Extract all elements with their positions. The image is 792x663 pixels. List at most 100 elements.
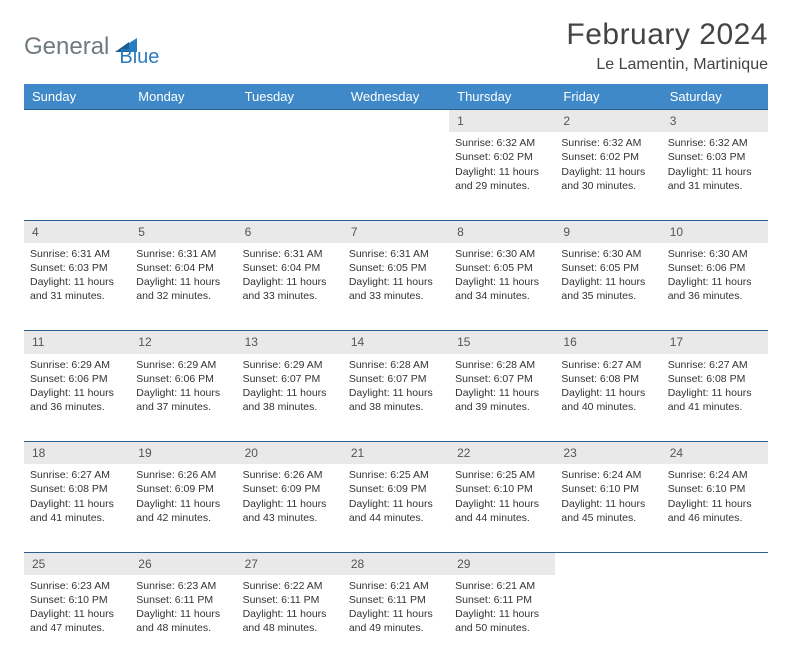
day-day2-text: and 30 minutes. — [561, 179, 655, 193]
day-sunset-text: Sunset: 6:08 PM — [668, 372, 762, 386]
day-sunrise-text: Sunrise: 6:29 AM — [136, 358, 230, 372]
day-number-cell: 2 — [555, 110, 661, 133]
day-content-row: Sunrise: 6:23 AMSunset: 6:10 PMDaylight:… — [24, 575, 768, 663]
day-day1-text: Daylight: 11 hours — [243, 386, 337, 400]
day-sunset-text: Sunset: 6:03 PM — [668, 150, 762, 164]
day-day2-text: and 41 minutes. — [668, 400, 762, 414]
day-content-row: Sunrise: 6:31 AMSunset: 6:03 PMDaylight:… — [24, 243, 768, 331]
day-sunrise-text: Sunrise: 6:23 AM — [136, 579, 230, 593]
day-day2-text: and 31 minutes. — [668, 179, 762, 193]
weekday-header: Saturday — [662, 84, 768, 110]
day-sunset-text: Sunset: 6:04 PM — [243, 261, 337, 275]
day-sunset-text: Sunset: 6:10 PM — [30, 593, 124, 607]
day-sunset-text: Sunset: 6:10 PM — [561, 482, 655, 496]
day-number-cell: 12 — [130, 331, 236, 354]
day-sunset-text: Sunset: 6:06 PM — [668, 261, 762, 275]
day-day2-text: and 38 minutes. — [349, 400, 443, 414]
day-number-cell: 22 — [449, 442, 555, 465]
day-sunset-text: Sunset: 6:07 PM — [243, 372, 337, 386]
day-day1-text: Daylight: 11 hours — [349, 607, 443, 621]
day-day1-text: Daylight: 11 hours — [243, 497, 337, 511]
day-sunset-text: Sunset: 6:09 PM — [243, 482, 337, 496]
day-cell — [662, 575, 768, 663]
day-day2-text: and 46 minutes. — [668, 511, 762, 525]
day-sunset-text: Sunset: 6:11 PM — [243, 593, 337, 607]
day-day2-text: and 40 minutes. — [561, 400, 655, 414]
day-sunrise-text: Sunrise: 6:24 AM — [668, 468, 762, 482]
day-cell: Sunrise: 6:21 AMSunset: 6:11 PMDaylight:… — [343, 575, 449, 663]
day-cell: Sunrise: 6:31 AMSunset: 6:04 PMDaylight:… — [237, 243, 343, 331]
day-number-cell: 7 — [343, 220, 449, 243]
day-sunset-text: Sunset: 6:04 PM — [136, 261, 230, 275]
day-day1-text: Daylight: 11 hours — [349, 386, 443, 400]
day-cell: Sunrise: 6:21 AMSunset: 6:11 PMDaylight:… — [449, 575, 555, 663]
day-cell: Sunrise: 6:26 AMSunset: 6:09 PMDaylight:… — [237, 464, 343, 552]
day-sunrise-text: Sunrise: 6:31 AM — [349, 247, 443, 261]
day-cell: Sunrise: 6:27 AMSunset: 6:08 PMDaylight:… — [662, 354, 768, 442]
day-sunrise-text: Sunrise: 6:27 AM — [561, 358, 655, 372]
day-day2-text: and 37 minutes. — [136, 400, 230, 414]
day-cell: Sunrise: 6:27 AMSunset: 6:08 PMDaylight:… — [555, 354, 661, 442]
day-sunrise-text: Sunrise: 6:29 AM — [30, 358, 124, 372]
weekday-header: Tuesday — [237, 84, 343, 110]
day-sunset-text: Sunset: 6:07 PM — [455, 372, 549, 386]
day-day1-text: Daylight: 11 hours — [243, 607, 337, 621]
day-day1-text: Daylight: 11 hours — [561, 497, 655, 511]
day-number-cell: 25 — [24, 552, 130, 575]
day-number-row: 45678910 — [24, 220, 768, 243]
day-content-row: Sunrise: 6:27 AMSunset: 6:08 PM Daylight:… — [24, 464, 768, 552]
day-sunset-text: Sunset: 6:06 PM — [136, 372, 230, 386]
day-number-cell: 8 — [449, 220, 555, 243]
day-day2-text: and 29 minutes. — [455, 179, 549, 193]
day-cell: Sunrise: 6:30 AMSunset: 6:05 PMDaylight:… — [555, 243, 661, 331]
day-day1-text: Daylight: 11 hours — [668, 386, 762, 400]
day-sunrise-text: Sunrise: 6:23 AM — [30, 579, 124, 593]
weekday-header-row: Sunday Monday Tuesday Wednesday Thursday… — [24, 84, 768, 110]
day-content-row: Sunrise: 6:32 AMSunset: 6:02 PM Daylight:… — [24, 132, 768, 220]
day-sunrise-text: Sunrise: 6:25 AM — [349, 468, 443, 482]
day-cell: Sunrise: 6:24 AMSunset: 6:10 PMDaylight:… — [555, 464, 661, 552]
day-number-cell: 21 — [343, 442, 449, 465]
day-sunrise-text: Sunrise: 6:32 AM — [455, 136, 549, 150]
day-number-cell: 20 — [237, 442, 343, 465]
day-cell: Sunrise: 6:31 AMSunset: 6:03 PMDaylight:… — [24, 243, 130, 331]
day-day2-text: and 39 minutes. — [455, 400, 549, 414]
day-day1-text: Daylight: 11 hours — [561, 165, 655, 179]
day-sunset-text: Sunset: 6:03 PM — [30, 261, 124, 275]
day-number-cell: 10 — [662, 220, 768, 243]
day-day1-text: Daylight: 11 hours — [30, 386, 124, 400]
day-day1-text: Daylight: 11 hours — [455, 607, 549, 621]
day-day2-text: and 44 minutes. — [349, 511, 443, 525]
day-number-cell — [662, 552, 768, 575]
day-sunrise-text: Sunrise: 6:22 AM — [243, 579, 337, 593]
day-sunset-text: Sunset: 6:07 PM — [349, 372, 443, 386]
day-day2-text: and 43 minutes. — [243, 511, 337, 525]
day-cell: Sunrise: 6:27 AMSunset: 6:08 PMDaylight:… — [24, 464, 130, 552]
day-sunrise-text: Sunrise: 6:27 AM — [30, 468, 124, 482]
day-sunrise-text: Sunrise: 6:30 AM — [561, 247, 655, 261]
day-sunrise-text: Sunrise: 6:31 AM — [30, 247, 124, 261]
day-sunrise-text: Sunrise: 6:28 AM — [349, 358, 443, 372]
day-number-cell — [343, 110, 449, 133]
day-day2-text: and 31 minutes. — [30, 289, 124, 303]
day-day1-text: Daylight: 11 hours — [455, 275, 549, 289]
day-sunset-text: Sunset: 6:11 PM — [136, 593, 230, 607]
day-day2-text: and 34 minutes. — [455, 289, 549, 303]
day-day1-text: Daylight: 11 hours — [30, 275, 124, 289]
day-cell — [130, 132, 236, 220]
day-day1-text: Daylight: 11 hours — [349, 275, 443, 289]
day-day2-text: and 42 minutes. — [136, 511, 230, 525]
day-content-row: Sunrise: 6:29 AMSunset: 6:06 PMDaylight:… — [24, 354, 768, 442]
day-sunset-text: Sunset: 6:08 PM — [30, 482, 124, 496]
logo: General Blue — [24, 18, 159, 69]
day-day2-text: and 36 minutes. — [668, 289, 762, 303]
day-day1-text: Daylight: 11 hours — [668, 497, 762, 511]
day-cell: Sunrise: 6:25 AMSunset: 6:09 PMDaylight:… — [343, 464, 449, 552]
day-number-cell — [130, 110, 236, 133]
day-number-cell: 1 — [449, 110, 555, 133]
day-number-cell: 24 — [662, 442, 768, 465]
day-sunset-text: Sunset: 6:02 PM — [455, 150, 549, 164]
weekday-header: Sunday — [24, 84, 130, 110]
day-sunset-text: Sunset: 6:06 PM — [30, 372, 124, 386]
day-cell: Sunrise: 6:29 AMSunset: 6:07 PMDaylight:… — [237, 354, 343, 442]
